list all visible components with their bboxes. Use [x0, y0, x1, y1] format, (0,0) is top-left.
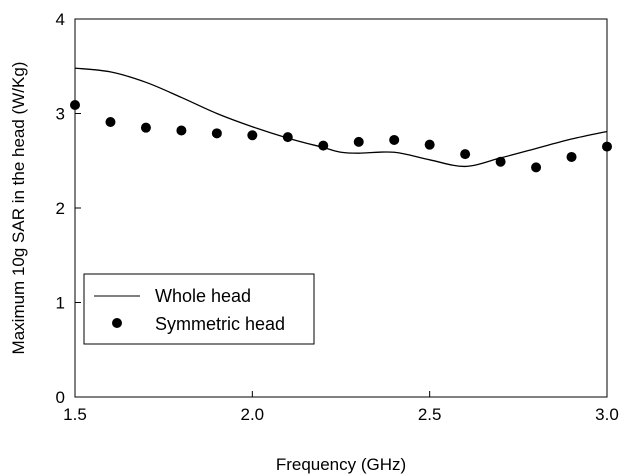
data-point-symmetric-head	[176, 125, 187, 136]
x-tick-label: 1.5	[63, 405, 87, 424]
legend-label-whole-head: Whole head	[155, 286, 251, 306]
y-tick-label: 4	[56, 10, 65, 29]
data-point-symmetric-head	[389, 134, 400, 145]
data-point-symmetric-head	[495, 156, 506, 167]
data-point-symmetric-head	[70, 99, 80, 110]
data-point-symmetric-head	[602, 141, 612, 152]
data-point-symmetric-head	[247, 130, 258, 141]
data-point-symmetric-head	[140, 122, 151, 133]
y-tick-label: 3	[56, 105, 65, 124]
series-line-whole-head	[74, 67, 608, 168]
data-point-symmetric-head	[211, 128, 222, 139]
data-point-symmetric-head	[460, 149, 471, 160]
x-tick-label: 2.0	[241, 405, 265, 424]
data-point-symmetric-head	[282, 132, 293, 143]
data-point-symmetric-head	[353, 136, 364, 147]
data-point-symmetric-head	[105, 117, 116, 128]
legend-label-symmetric-head: Symmetric head	[155, 314, 285, 334]
axis-tick-labels: 1.5 2.0 2.5 3.0 0 1 2 3 4	[56, 10, 619, 424]
x-axis-label: Frequency (GHz)	[276, 455, 406, 474]
y-tick-label: 0	[56, 388, 65, 407]
data-point-symmetric-head	[318, 140, 329, 151]
data-point-symmetric-head	[566, 151, 577, 162]
x-tick-label: 3.0	[595, 405, 619, 424]
y-tick-label: 1	[56, 294, 65, 313]
legend-box	[83, 273, 315, 345]
axis-ticks	[74, 18, 608, 398]
series-layer	[70, 67, 612, 173]
y-tick-label: 2	[56, 199, 65, 218]
legend: Whole head Symmetric head	[83, 273, 315, 345]
y-axis-label: Maximum 10g SAR in the head (W/Kg)	[9, 62, 28, 355]
legend-marker-sample	[112, 318, 122, 328]
data-point-symmetric-head	[424, 139, 435, 150]
x-tick-label: 2.5	[418, 405, 442, 424]
data-point-symmetric-head	[531, 162, 542, 173]
